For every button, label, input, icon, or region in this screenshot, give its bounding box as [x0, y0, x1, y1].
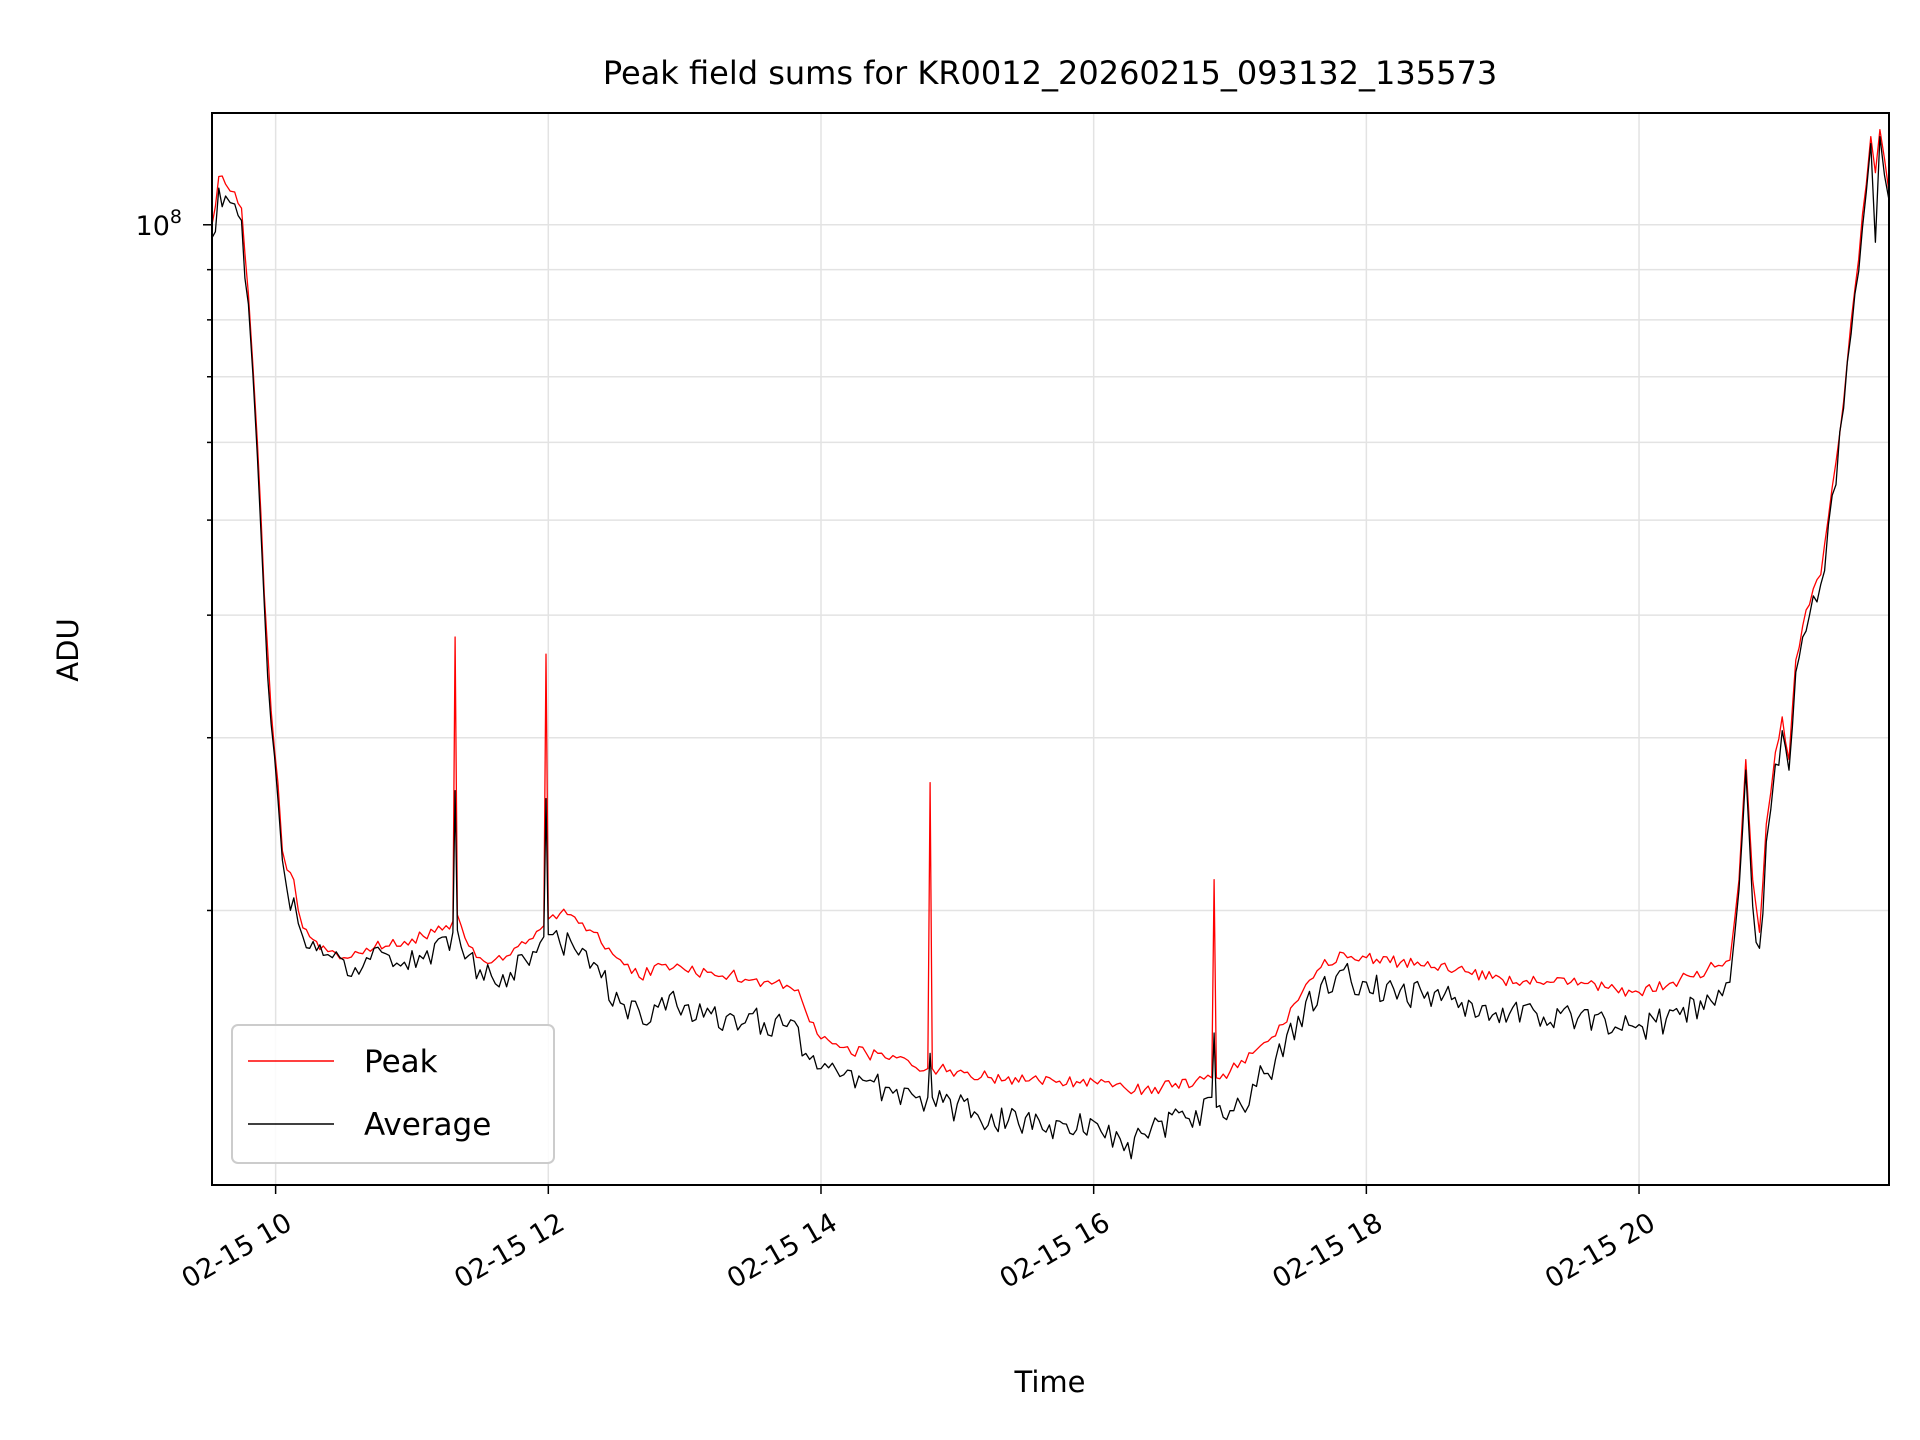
- y-tick-label-exponent: 8: [170, 206, 182, 228]
- legend-box: [231, 1024, 555, 1164]
- legend-label-average: Average: [364, 1107, 491, 1143]
- axes-frame: [211, 112, 1890, 1186]
- y-tick-label: 108: [136, 206, 182, 242]
- chart-title: Peak field sums for KR0012_20260215_0931…: [603, 54, 1497, 92]
- grid: [212, 113, 1889, 1185]
- y-axis-label: ADU: [51, 618, 85, 681]
- legend-label-peak: Peak: [364, 1044, 438, 1080]
- plot-area: [211, 129, 1890, 1160]
- legend: Peak Average: [231, 1024, 555, 1164]
- series-line-peak: [211, 129, 1890, 1096]
- series-line-average: [211, 135, 1890, 1160]
- y-tick-label-base: 10: [136, 211, 170, 242]
- x-axis-label: Time: [1014, 1365, 1086, 1399]
